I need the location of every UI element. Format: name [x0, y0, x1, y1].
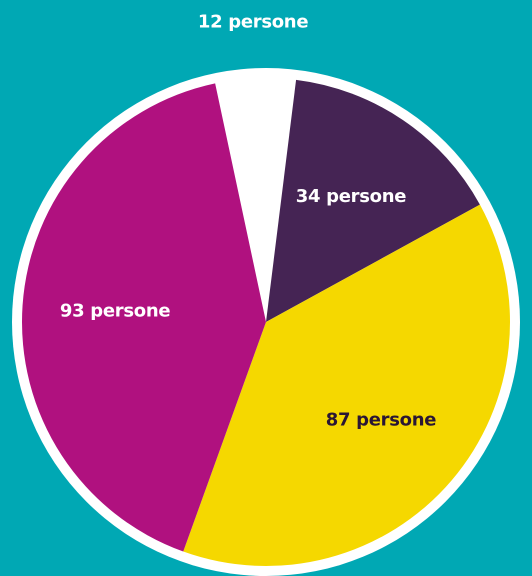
data-label: 12 persone — [198, 11, 308, 32]
pie-slice — [266, 79, 480, 322]
data-label: 87 persone — [326, 409, 436, 430]
pie-slice — [22, 83, 267, 552]
pie-slice — [215, 77, 297, 322]
data-label: 34 persone — [296, 186, 406, 207]
data-label: 93 persone — [60, 301, 170, 322]
pie-slice — [183, 204, 510, 566]
